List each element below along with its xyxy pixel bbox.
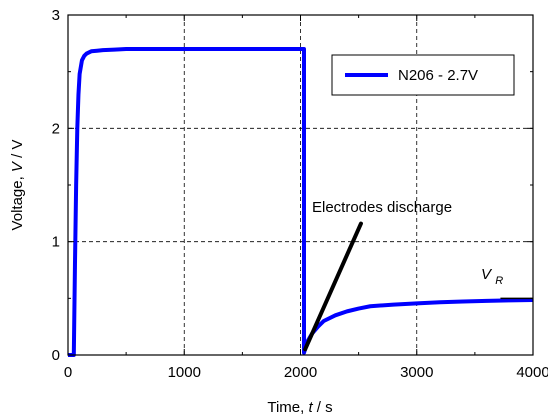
- vr-annotation: V R: [481, 266, 503, 287]
- y-tick-label: 0: [52, 347, 60, 364]
- discharge-annotation: Electrodes discharge: [312, 199, 452, 216]
- x-tick-label: 2000: [284, 364, 317, 381]
- series-layer: [68, 47, 534, 357]
- x-axis-label-suffix: / s: [313, 399, 333, 416]
- y-axis-label-prefix: Voltage,: [9, 172, 26, 230]
- x-tick-label: 0: [64, 364, 72, 381]
- legend: N206 - 2.7V: [331, 54, 515, 96]
- discharge-arrow: [303, 221, 363, 352]
- y-axis-label: Voltage, V / V: [9, 140, 26, 231]
- ticks: 0 1000 2000 3000 4000 0 1 2 3: [52, 7, 548, 381]
- x-axis-label-var: t: [308, 399, 313, 416]
- x-tick-label: 4000: [516, 364, 548, 381]
- annotations: Electrodes discharge V R: [303, 199, 533, 352]
- y-tick-label: 2: [52, 120, 60, 137]
- x-tick-label: 3000: [400, 364, 433, 381]
- y-tick-label: 3: [52, 7, 60, 24]
- y-axis-label-suffix: / V: [9, 140, 26, 163]
- x-axis-label: Time, t / s: [267, 399, 332, 416]
- x-axis-label-prefix: Time,: [267, 399, 308, 416]
- series-line: [68, 47, 534, 357]
- vr-subscript: R: [495, 275, 503, 287]
- vr-main: V: [481, 266, 493, 283]
- legend-label: N206 - 2.7V: [398, 67, 478, 84]
- x-tick-label: 1000: [168, 364, 201, 381]
- y-axis-label-var: V: [9, 160, 26, 172]
- y-tick-label: 1: [52, 234, 60, 251]
